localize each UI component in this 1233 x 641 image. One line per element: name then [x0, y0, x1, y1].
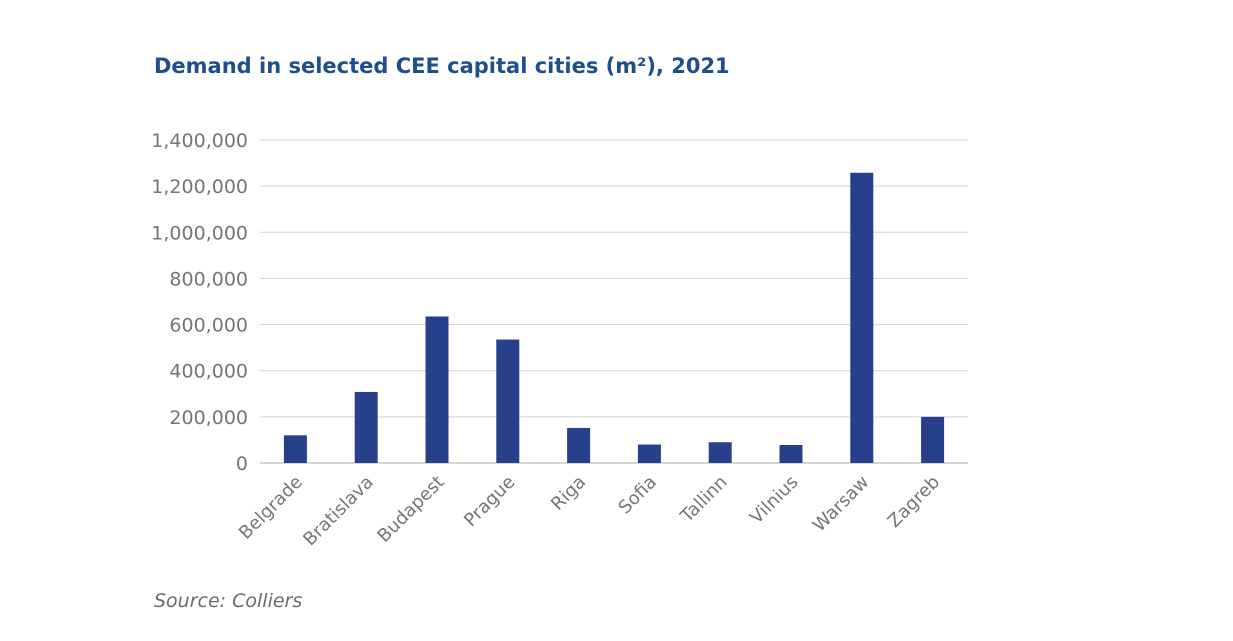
x-tick-label: Budapest	[373, 472, 448, 547]
bar-belgrade	[283, 435, 307, 463]
y-tick-label: 200,000	[169, 407, 248, 429]
x-tick-label: Prague	[460, 472, 519, 531]
y-axis-tick-labels: 0 200,000 400,000 600,000 800,000 1,000,000 1,…	[151, 130, 248, 475]
y-tick-label: 400,000	[169, 361, 248, 383]
x-tick-label: Riga	[547, 472, 590, 515]
x-tick-label: Sofia	[614, 472, 661, 519]
bar-bratislava	[354, 391, 378, 463]
y-tick-label: 600,000	[169, 315, 248, 337]
x-tick-label: Belgrade	[235, 472, 307, 544]
x-tick-label: Vilnius	[746, 472, 803, 529]
y-tick-label: 1,000,000	[151, 222, 248, 244]
bar-budapest	[425, 316, 449, 463]
bar-vilnius	[779, 445, 803, 463]
x-tick-label: Warsaw	[809, 472, 874, 537]
bar-prague	[496, 339, 520, 463]
y-tick-label: 1,400,000	[151, 130, 248, 152]
x-tick-label: Zagreb	[884, 472, 944, 532]
chart-title: Demand in selected CEE capital cities (m…	[154, 54, 730, 78]
y-tick-label: 1,200,000	[151, 176, 248, 198]
y-tick-label: 800,000	[169, 268, 248, 290]
bar-zagreb	[921, 416, 945, 463]
bar-tallinn	[708, 442, 732, 463]
x-tick-label: Bratislava	[299, 472, 377, 550]
bars	[283, 172, 945, 464]
bar-riga	[567, 427, 591, 463]
x-tick-label: Tallinn	[676, 472, 732, 528]
gridlines	[260, 139, 968, 464]
bar-sofia	[637, 444, 661, 463]
bar-warsaw	[850, 172, 874, 464]
source-note: Source: Colliers	[154, 590, 303, 612]
y-tick-label: 0	[236, 453, 248, 475]
